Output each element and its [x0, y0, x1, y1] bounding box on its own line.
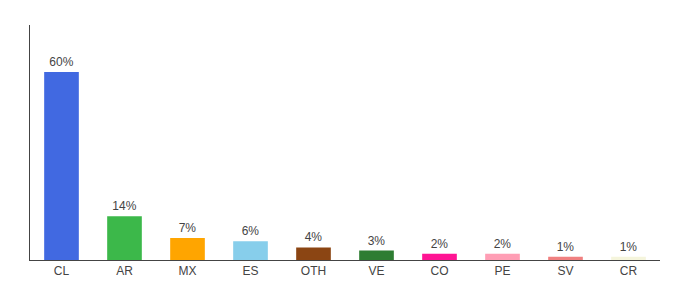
svg-text:1%: 1%	[620, 240, 638, 254]
svg-text:2%: 2%	[431, 237, 449, 251]
svg-text:ES: ES	[242, 264, 258, 278]
svg-text:CL: CL	[54, 264, 70, 278]
svg-text:1%: 1%	[557, 240, 575, 254]
svg-text:7%: 7%	[179, 221, 197, 235]
svg-text:MX: MX	[179, 264, 197, 278]
svg-text:2%: 2%	[494, 237, 512, 251]
svg-text:3%: 3%	[368, 234, 386, 248]
svg-text:6%: 6%	[242, 224, 260, 238]
svg-text:AR: AR	[116, 264, 133, 278]
svg-text:CR: CR	[620, 264, 638, 278]
svg-text:PE: PE	[494, 264, 510, 278]
svg-text:14%: 14%	[112, 199, 136, 213]
svg-text:SV: SV	[557, 264, 573, 278]
svg-text:VE: VE	[368, 264, 384, 278]
svg-text:CO: CO	[431, 264, 449, 278]
svg-text:OTH: OTH	[301, 264, 326, 278]
svg-text:60%: 60%	[49, 55, 73, 69]
svg-text:4%: 4%	[305, 230, 323, 244]
